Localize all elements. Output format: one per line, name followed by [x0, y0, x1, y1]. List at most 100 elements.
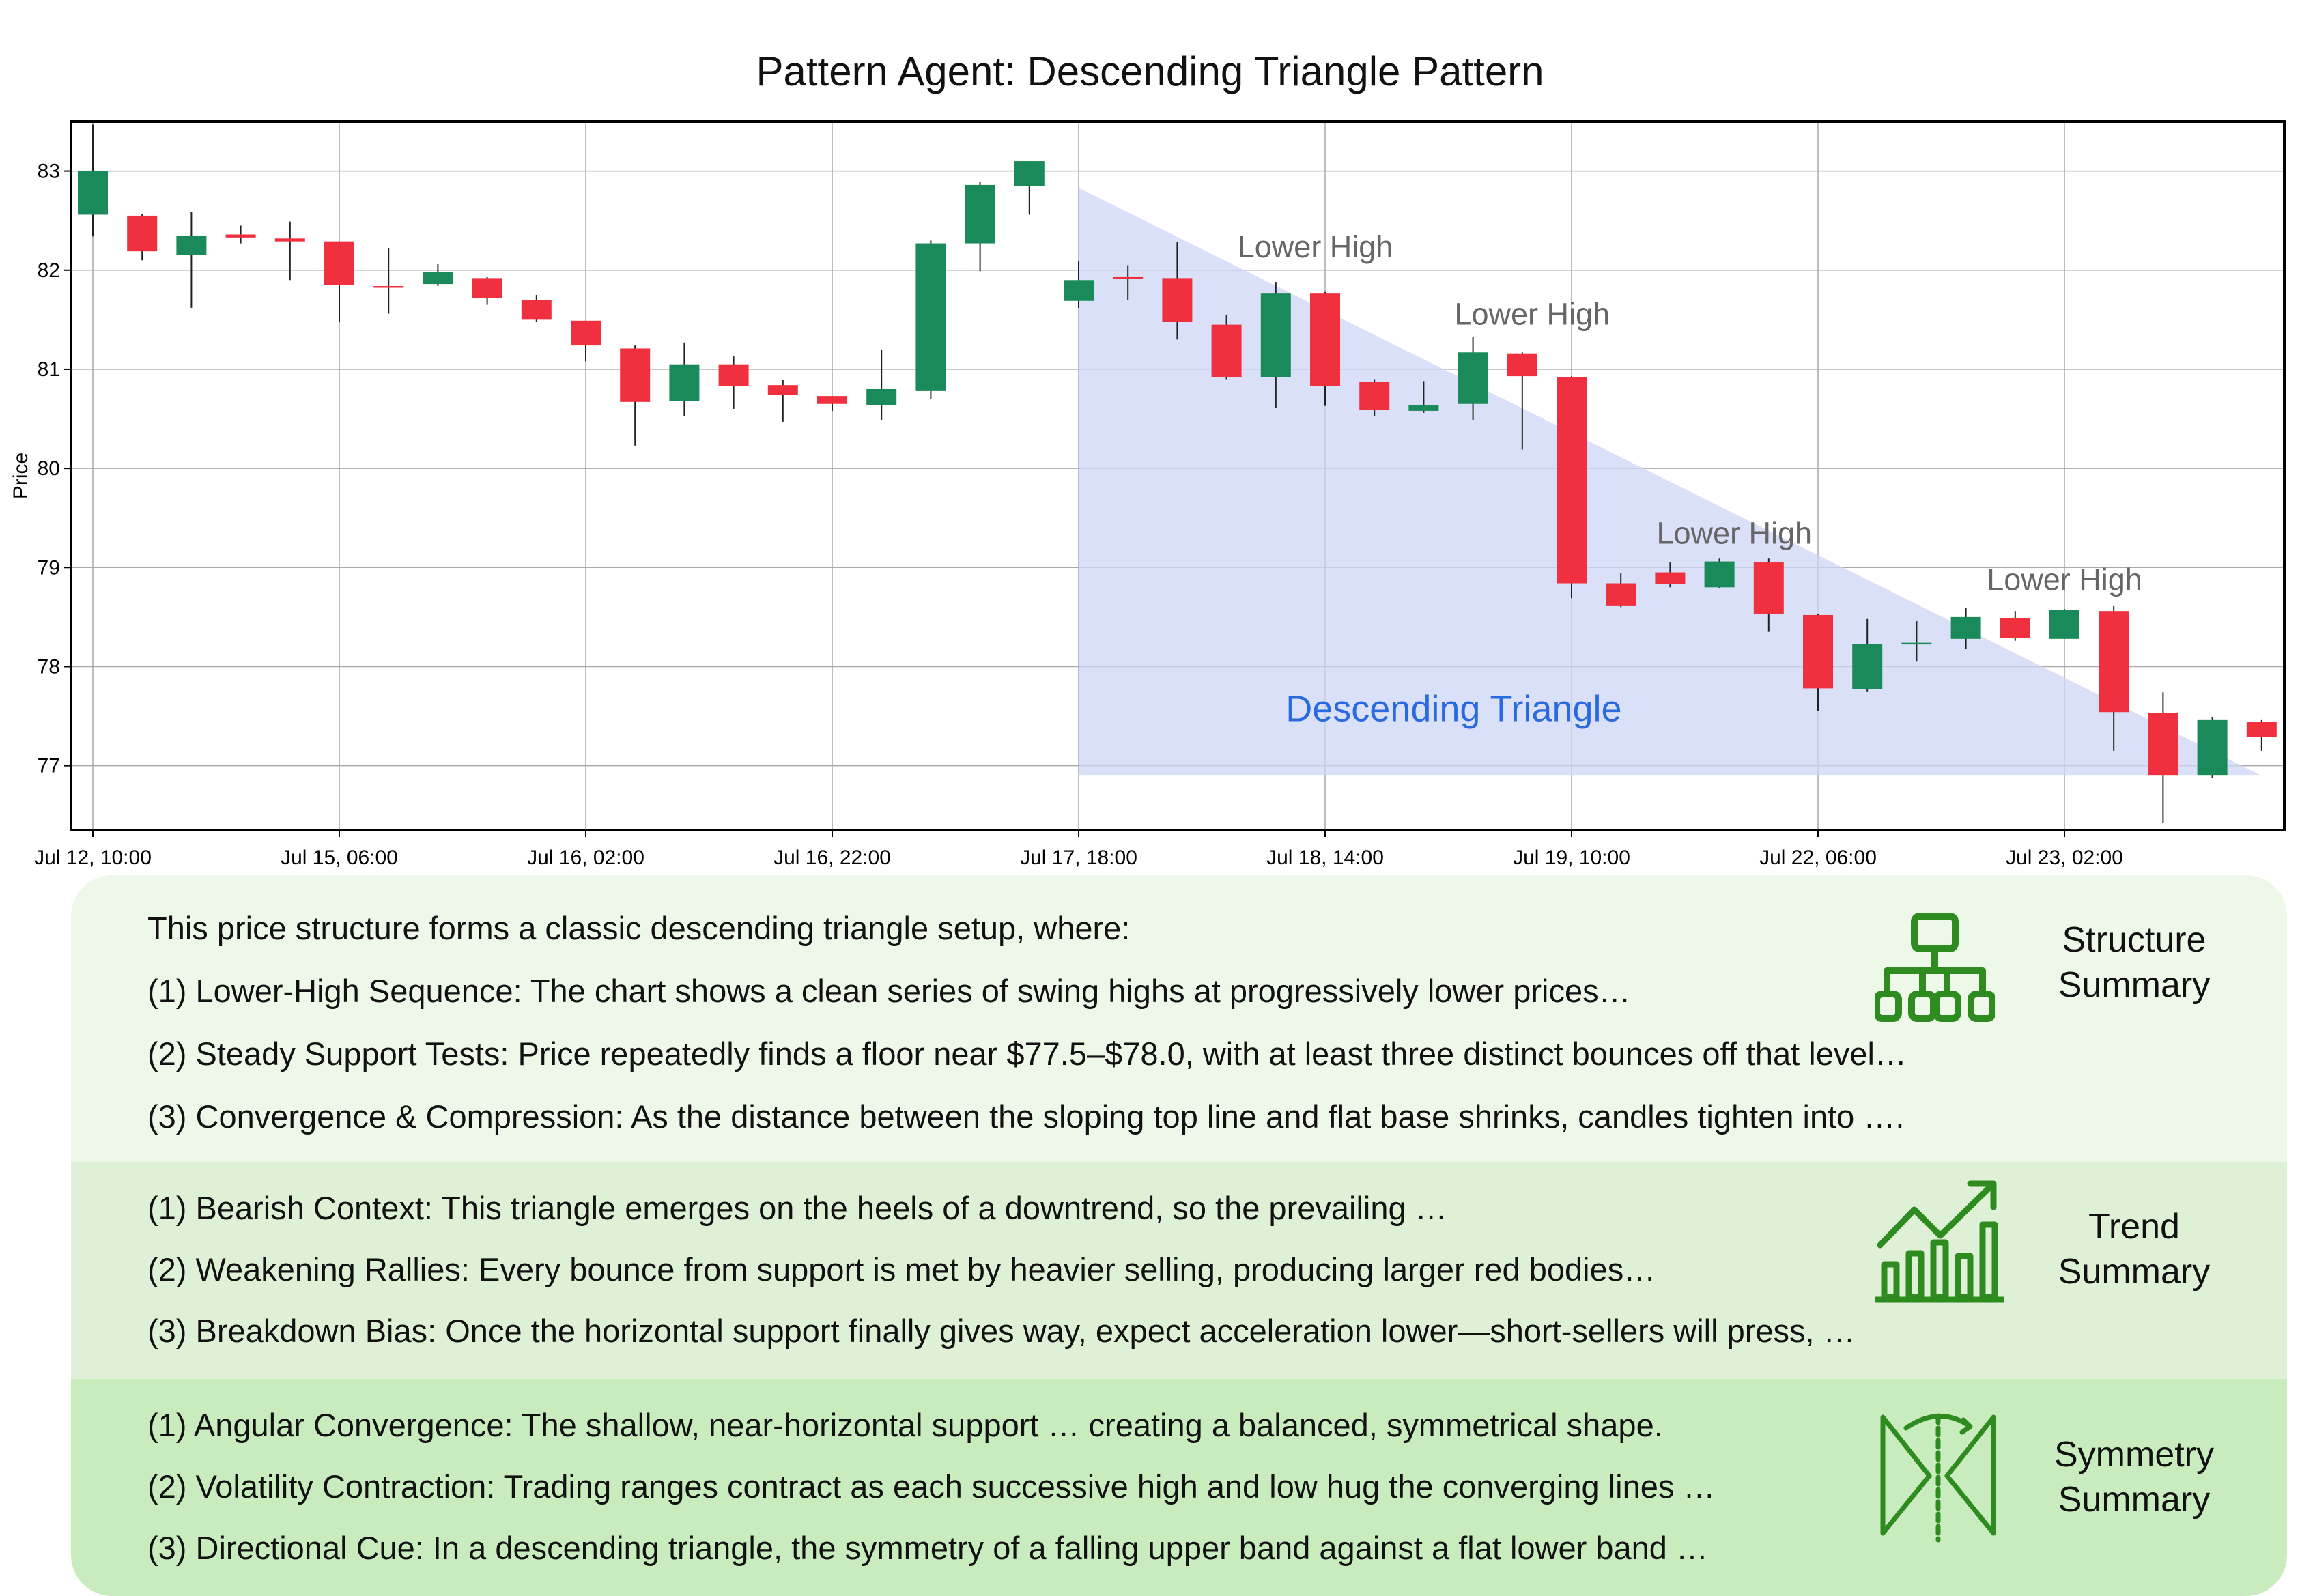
plot-frame: [70, 120, 2286, 831]
y-tick-label: 78: [38, 655, 60, 678]
candle-body: [571, 320, 601, 346]
candle-body: [2049, 610, 2079, 639]
candle: [521, 295, 552, 322]
candle: [1310, 291, 1340, 406]
candle: [1901, 621, 1932, 662]
candle-body: [1113, 276, 1144, 279]
candle: [1064, 261, 1094, 308]
candle: [472, 276, 502, 305]
candle: [225, 225, 256, 244]
candle: [1162, 242, 1193, 340]
chart-title: Pattern Agent: Descending Triangle Patte…: [756, 48, 1544, 94]
candle-body: [2197, 719, 2228, 776]
candle-body: [1704, 561, 1735, 588]
candle: [1803, 614, 1833, 711]
candle-body: [1260, 293, 1291, 377]
candle: [1704, 558, 1735, 588]
candle: [1458, 337, 1488, 420]
candle: [2000, 611, 2030, 641]
trend-label-line2: Summary: [2058, 1252, 2211, 1292]
y-axis-label: Price: [10, 453, 32, 499]
candle-body: [176, 235, 207, 255]
candlestick-chart: 77 78 79 80 81 82 83 Jul 12, 10:00 Jul 15, 06:00…: [10, 120, 2286, 869]
candle: [965, 182, 995, 272]
candle-body: [965, 184, 995, 244]
candle-body: [718, 364, 749, 386]
x-tick-label: Jul 12, 10:00: [34, 846, 152, 869]
candle-body: [1557, 377, 1587, 584]
symmetry-label-line1: Symmetry: [2054, 1435, 2214, 1474]
candle: [817, 396, 847, 411]
descending-triangle-shape: [1079, 188, 2262, 776]
candle: [78, 124, 108, 237]
symmetry-line-1: (1) Angular Convergence: The shallow, ne…: [147, 1407, 1663, 1443]
candle-body: [1803, 614, 1833, 689]
lower-high-annotation: Lower High: [1454, 297, 1610, 332]
symmetry-line-3: (3) Directional Cue: In a descending tri…: [147, 1530, 1708, 1566]
y-tick-label: 80: [38, 457, 60, 480]
candle-body: [274, 238, 305, 242]
candle: [1014, 161, 1045, 215]
trend-line-1: (1) Bearish Context: This triangle emerg…: [147, 1190, 1447, 1226]
candle: [718, 356, 749, 410]
candle-body: [1408, 405, 1439, 411]
candle-body: [1606, 583, 1636, 606]
candle-body: [1753, 562, 1784, 614]
trend-summary-panel: (1) Bearish Context: This triangle emerg…: [71, 1162, 2287, 1379]
candle: [2049, 609, 2079, 639]
candle: [669, 342, 700, 416]
structure-line-3: (3) Convergence & Compression: As the di…: [147, 1098, 1905, 1135]
structure-line-1: (1) Lower-High Sequence: The chart shows…: [147, 973, 1631, 1009]
candle-body: [915, 243, 946, 391]
y-tick-label: 79: [38, 556, 60, 579]
candle-body: [225, 234, 256, 238]
trend-label: Trend Summary: [2025, 1204, 2243, 1294]
candle: [1655, 562, 1686, 588]
trend-line-2: (2) Weakening Rallies: Every bounce from…: [147, 1251, 1656, 1287]
candle: [1852, 618, 1883, 692]
symmetry-icon: [1880, 1413, 1996, 1543]
candle: [127, 214, 158, 261]
candles: [78, 124, 2277, 823]
candle-body: [1901, 642, 1932, 645]
candle: [1113, 265, 1144, 300]
candle: [2148, 692, 2178, 823]
trend-label-line1: Trend: [2088, 1207, 2180, 1246]
candle: [1359, 379, 1390, 416]
candle: [1211, 315, 1242, 380]
candle-body: [373, 285, 404, 288]
symmetry-label: Symmetry Summary: [2025, 1432, 2243, 1522]
candle: [915, 240, 946, 399]
structure-summary-panel: This price structure forms a classic des…: [71, 875, 2287, 1162]
lower-high-annotation: Lower High: [1238, 229, 1393, 264]
structure-label-line1: Structure: [2062, 920, 2206, 960]
candle-body: [1162, 278, 1193, 322]
candle-body: [521, 300, 552, 320]
candle: [423, 264, 453, 286]
pattern-label: Descending Triangle: [1286, 688, 1621, 729]
candle: [1408, 381, 1439, 413]
x-tick-label: Jul 23, 02:00: [2006, 846, 2123, 869]
candle-body: [1359, 382, 1390, 410]
structure-label-line2: Summary: [2058, 965, 2211, 1005]
candle-body: [423, 272, 453, 285]
y-tick-label: 83: [38, 160, 60, 183]
candle-body: [324, 241, 354, 285]
trend-line-3: (3) Breakdown Bias: Once the horizontal …: [147, 1313, 1856, 1349]
candle: [1950, 608, 1981, 649]
x-tick-label: Jul 18, 14:00: [1266, 846, 1384, 869]
candle: [274, 221, 305, 281]
candle-body: [1655, 572, 1686, 584]
x-tick-label: Jul 17, 18:00: [1020, 846, 1137, 869]
candle-body: [127, 215, 158, 252]
candle: [866, 349, 897, 420]
symmetry-label-line2: Summary: [2058, 1480, 2211, 1520]
y-tick-label: 82: [38, 259, 60, 282]
candle-body: [1064, 280, 1094, 301]
candle-body: [2148, 713, 2178, 776]
lower-high-annotation: Lower High: [1987, 562, 2142, 597]
x-tick-label: Jul 15, 06:00: [281, 846, 398, 869]
lower-high-annotation: Lower High: [1656, 515, 1812, 550]
candle-body: [1211, 324, 1242, 377]
candle: [1557, 376, 1587, 599]
